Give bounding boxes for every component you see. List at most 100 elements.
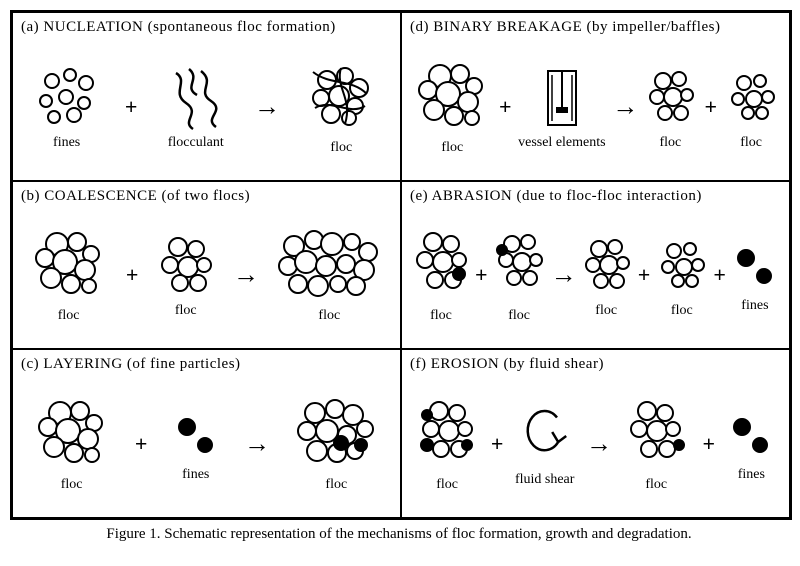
item-label: fines (738, 467, 765, 483)
diagram-item: vessel elements (518, 63, 605, 151)
floc_dark_left-icon (411, 226, 471, 306)
mechanism-grid: (a) NUCLEATION (spontaneous floc formati… (10, 10, 792, 520)
plus-operator: + (135, 433, 148, 455)
item-label: floc (58, 308, 80, 324)
fluid_shear-icon (515, 400, 575, 470)
panel-f-row: floc + fluid shear → floc + fines (410, 375, 781, 513)
fines_dark_pair-icon (730, 236, 780, 296)
diagram-item: floc (579, 231, 634, 319)
diagram-item: floc (492, 226, 547, 324)
item-label: floc (330, 140, 352, 156)
panel-a-row: fines + flocculant → floc (21, 38, 392, 176)
fines_small-icon (32, 63, 102, 133)
panel-c-layering: (c) LAYERING (of fine particles) floc + fi… (12, 349, 401, 518)
item-label: floc (430, 308, 452, 324)
floc_small-icon (156, 231, 216, 301)
floc_smallA-icon (643, 63, 698, 133)
panel-b-title: (b) COALESCENCE (of two flocs) (21, 188, 392, 205)
item-label: fines (741, 298, 768, 314)
diagram-item: flocculant (161, 63, 231, 151)
panel-c-row: floc + fines → floc (21, 375, 392, 513)
figure-caption: Figure 1. Schematic representation of th… (10, 526, 788, 543)
diagram-item: fines (32, 63, 102, 151)
floc_smallB-icon (654, 231, 709, 301)
plus-operator: + (704, 96, 717, 118)
diagram-item: floc (724, 63, 779, 151)
floc_medium-icon (412, 58, 492, 138)
diagram-item: floc (621, 395, 691, 493)
arrow-icon: → (612, 94, 636, 120)
plus-operator: + (475, 264, 488, 286)
panel-f-title: (f) EROSION (by fluid shear) (410, 356, 781, 373)
item-label: floc (740, 135, 762, 151)
item-label: fines (182, 467, 209, 483)
item-label: fines (53, 135, 80, 151)
panel-d-title: (d) BINARY BREAKAGE (by impeller/baffles… (410, 19, 781, 36)
panel-d-row: floc + vessel elements → floc + floc (410, 38, 781, 176)
floc_dark_right-icon (492, 226, 547, 306)
floc_erosion_in-icon (415, 395, 480, 475)
arrow-icon: → (244, 431, 268, 457)
diagram-item: floc (411, 226, 471, 324)
item-label: floc (508, 308, 530, 324)
panel-f-erosion: (f) EROSION (by fluid shear) floc + fluid … (401, 349, 790, 518)
panel-e-title: (e) ABRASION (due to floc-floc interacti… (410, 188, 781, 205)
diagram-item: floc (156, 231, 216, 319)
diagram-item: fluid shear (515, 400, 575, 488)
plus-operator: + (703, 433, 716, 455)
diagram-item: floc (415, 395, 480, 493)
panel-e-row: floc + floc → floc + floc + fines (410, 207, 781, 345)
item-label: flocculant (168, 135, 224, 151)
plus-operator: + (638, 264, 651, 286)
floc_erosion_out-icon (621, 395, 691, 475)
plus-operator: + (126, 264, 139, 286)
item-label: floc (436, 477, 458, 493)
arrow-icon: → (254, 94, 278, 120)
plus-operator: + (491, 433, 504, 455)
floc_smallB-icon (724, 63, 779, 133)
arrow-icon: → (586, 431, 610, 457)
floc_medium-icon (32, 395, 112, 475)
diagram-item: fines (730, 236, 780, 314)
panel-c-title: (c) LAYERING (of fine particles) (21, 356, 392, 373)
floc_nucleated-icon (301, 58, 381, 138)
item-label: fluid shear (515, 472, 574, 488)
floc_with_dark-icon (291, 395, 381, 475)
arrow-icon: → (551, 262, 575, 288)
item-label: floc (441, 140, 463, 156)
item-label: floc (595, 303, 617, 319)
item-label: floc (325, 477, 347, 493)
diagram-item: floc (654, 231, 709, 319)
floc_smallA-icon (579, 231, 634, 301)
floc_large-icon (274, 226, 384, 306)
panel-e-abrasion: (e) ABRASION (due to floc-floc interacti… (401, 181, 790, 350)
panel-b-row: floc + floc → floc (21, 207, 392, 345)
diagram-item: fines (171, 405, 221, 483)
fines_dark_pair-icon (171, 405, 221, 465)
diagram-item: floc (643, 63, 698, 151)
item-label: floc (175, 303, 197, 319)
floc_medium-icon (29, 226, 109, 306)
flocculant-icon (161, 63, 231, 133)
panel-b-coalescence: (b) COALESCENCE (of two flocs) floc+floc… (12, 181, 401, 350)
plus-operator: + (499, 96, 512, 118)
item-label: floc (671, 303, 693, 319)
panel-a-nucleation: (a) NUCLEATION (spontaneous floc formati… (12, 12, 401, 181)
item-label: vessel elements (518, 135, 605, 151)
item-label: floc (659, 135, 681, 151)
panel-a-title: (a) NUCLEATION (spontaneous floc formati… (21, 19, 392, 36)
diagram-item: floc (412, 58, 492, 156)
diagram-item: fines (726, 405, 776, 483)
panel-d-binary-breakage: (d) BINARY BREAKAGE (by impeller/baffles… (401, 12, 790, 181)
plus-operator: + (713, 264, 726, 286)
diagram-item: floc (32, 395, 112, 493)
arrow-icon: → (233, 262, 257, 288)
item-label: floc (645, 477, 667, 493)
diagram-item: floc (29, 226, 109, 324)
item-label: floc (318, 308, 340, 324)
fines_dark_pair-icon (726, 405, 776, 465)
diagram-item: floc (301, 58, 381, 156)
vessel-icon (542, 63, 582, 133)
diagram-item: floc (291, 395, 381, 493)
plus-operator: + (125, 96, 138, 118)
